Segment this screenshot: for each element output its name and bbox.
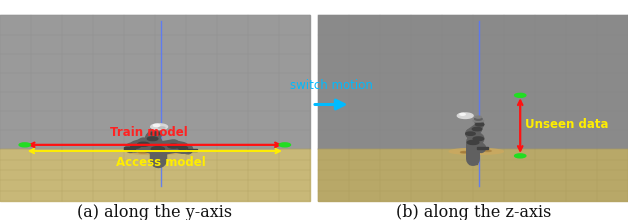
Text: Train model: Train model [109,126,187,139]
Circle shape [19,143,30,147]
Ellipse shape [484,150,491,152]
Circle shape [151,132,160,135]
Ellipse shape [163,150,170,152]
Ellipse shape [475,117,482,120]
Circle shape [466,132,475,135]
Bar [0,149,310,201]
Text: (b) along the z-axis: (b) along the z-axis [396,204,551,220]
Bar [0,15,310,149]
Bar [318,149,628,201]
Ellipse shape [449,148,503,154]
Ellipse shape [127,148,183,154]
Ellipse shape [139,152,148,153]
Circle shape [472,127,482,131]
Circle shape [460,113,465,115]
Text: Access model: Access model [116,156,206,169]
Circle shape [279,143,291,147]
Circle shape [153,124,160,126]
Circle shape [151,124,168,130]
Circle shape [178,146,188,150]
Ellipse shape [460,152,469,153]
Ellipse shape [468,158,479,160]
Circle shape [467,140,479,145]
Ellipse shape [151,158,165,160]
Text: Unseen data: Unseen data [525,118,609,131]
Circle shape [131,145,140,148]
Bar [477,147,487,149]
Text: (a) along the y-axis: (a) along the y-axis [77,204,232,220]
Bar [318,15,628,149]
Ellipse shape [475,116,481,118]
Circle shape [168,144,180,148]
Circle shape [151,147,165,151]
Bar [153,159,163,165]
Circle shape [457,113,473,118]
Bar [469,159,477,164]
Circle shape [514,154,526,158]
Circle shape [148,137,158,141]
Circle shape [475,123,484,126]
Bar [187,149,197,151]
Circle shape [138,142,149,146]
Ellipse shape [473,120,484,122]
Circle shape [514,93,526,97]
Bar [124,147,135,150]
Circle shape [473,137,484,141]
Text: switch motion: switch motion [290,79,372,92]
Ellipse shape [158,127,165,129]
